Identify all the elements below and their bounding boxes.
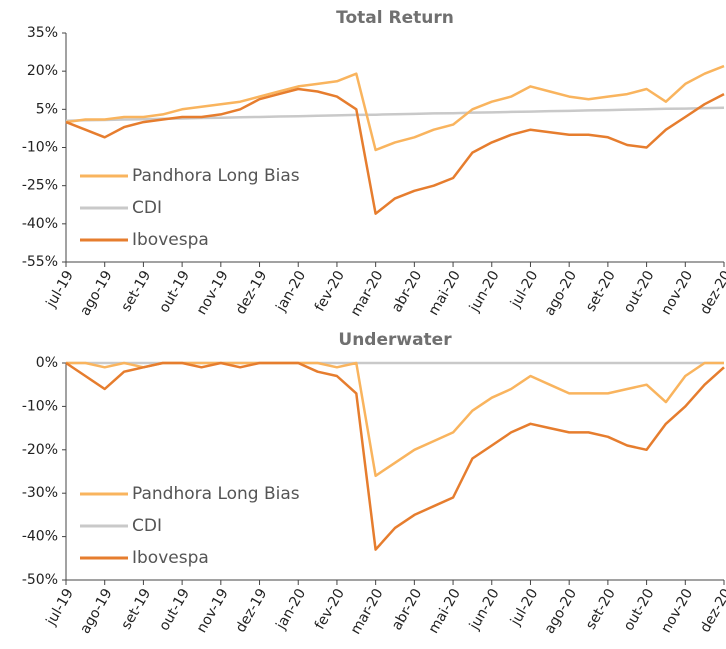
y-tick-label: -40%	[22, 529, 58, 545]
y-tick-label: 5%	[36, 101, 58, 117]
x-tick-label: ago-19	[77, 268, 115, 319]
x-tick-label: abr-20	[389, 586, 425, 633]
y-tick-label: -25%	[22, 178, 58, 194]
legend-label: Pandhora Long Bias	[132, 484, 300, 504]
y-tick-label: -10%	[22, 398, 58, 414]
x-tick-label: out-19	[156, 268, 193, 316]
x-tick-label: set-20	[583, 268, 619, 314]
series-line	[65, 87, 725, 215]
x-tick-label: jan-20	[273, 268, 309, 315]
legend-label: Ibovespa	[132, 548, 209, 568]
chart-title: Underwater	[338, 330, 452, 350]
x-tick-label: out-20	[621, 268, 658, 316]
x-tick-label: ago-20	[542, 268, 580, 319]
x-tick-label: mar-20	[348, 268, 387, 319]
y-tick-label: -55%	[22, 254, 58, 270]
series-line	[66, 361, 724, 478]
x-tick-label: jul-19	[43, 268, 77, 311]
x-tick-label: dez-19	[233, 586, 271, 635]
x-tick-label: abr-20	[389, 268, 425, 315]
x-tick-label: out-20	[621, 586, 658, 634]
x-tick-label: dez-20	[697, 268, 726, 317]
x-tick-label: jun-20	[466, 586, 503, 633]
y-tick-label: -20%	[22, 442, 58, 458]
x-tick-label: ago-20	[542, 586, 580, 637]
legend-label: CDI	[132, 198, 162, 218]
chart-title: Total Return	[336, 8, 454, 28]
x-tick-label: set-20	[583, 586, 619, 632]
x-tick-label: mai-20	[426, 586, 464, 636]
legend-label: Ibovespa	[132, 230, 209, 250]
y-tick-label: -40%	[22, 216, 58, 232]
x-tick-label: out-19	[156, 586, 193, 634]
series-line	[65, 64, 725, 152]
x-tick-label: fev-20	[312, 268, 348, 314]
y-tick-label: -10%	[22, 140, 58, 156]
legend-label: CDI	[132, 516, 162, 536]
x-tick-label: jan-20	[273, 586, 309, 633]
x-tick-label: fev-20	[312, 586, 348, 632]
x-tick-label: nov-20	[658, 268, 696, 318]
x-tick-label: set-19	[118, 586, 154, 632]
x-tick-label: dez-20	[697, 586, 726, 635]
x-tick-label: jul-19	[43, 586, 77, 629]
x-tick-label: ago-19	[77, 586, 115, 637]
x-tick-label: dez-19	[233, 268, 271, 317]
x-tick-label: nov-20	[658, 586, 696, 636]
x-tick-label: mar-20	[348, 586, 387, 637]
series-line	[65, 361, 725, 551]
x-tick-label: set-19	[118, 268, 154, 314]
y-tick-label: -30%	[22, 485, 58, 501]
x-tick-label: jul-20	[507, 586, 541, 629]
x-tick-label: nov-19	[194, 586, 232, 636]
y-tick-label: -50%	[22, 572, 58, 588]
x-tick-label: mai-20	[426, 268, 464, 318]
y-tick-label: 35%	[27, 25, 58, 41]
y-tick-label: 0%	[36, 355, 58, 371]
legend-label: Pandhora Long Bias	[132, 166, 300, 186]
x-tick-label: jun-20	[466, 268, 503, 315]
y-tick-label: 20%	[27, 63, 58, 79]
x-tick-label: jul-20	[507, 268, 541, 311]
x-tick-label: nov-19	[194, 268, 232, 318]
